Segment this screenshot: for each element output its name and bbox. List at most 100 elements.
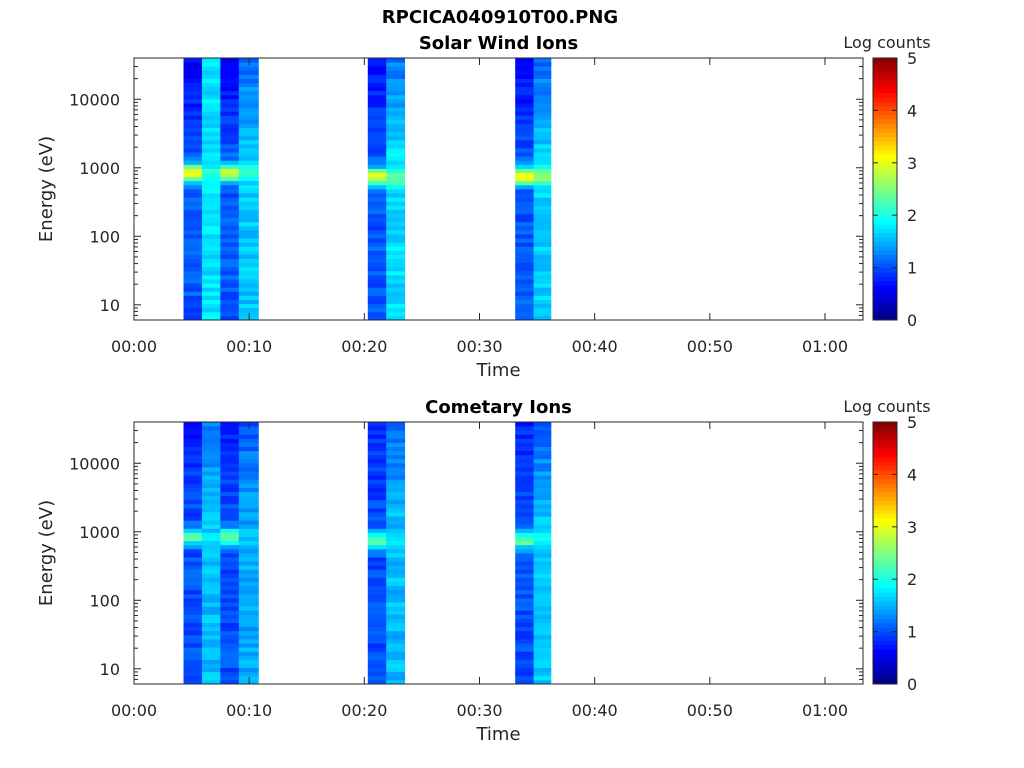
heatmap-cell [201,491,221,497]
heatmap-cell [238,483,259,488]
heatmap-cell [515,287,535,292]
heatmap-cell [201,610,221,615]
heatmap-cell [533,667,552,673]
heatmap-cell [238,103,259,108]
heatmap-cell [238,180,259,186]
heatmap-cell [238,467,259,472]
heatmap-cell [220,152,240,157]
heatmap-cell [238,225,259,231]
heatmap-cell [386,598,406,603]
heatmap-cell [238,577,259,583]
colorbar-segment [873,456,897,462]
heatmap-cell [183,299,203,305]
heatmap-cell [238,238,259,243]
heatmap-cell [533,274,552,280]
heatmap-cell [201,520,221,525]
heatmap-cell [238,164,259,169]
heatmap-cell [515,58,535,63]
heatmap-cell [201,446,221,452]
heatmap-cell [183,201,203,206]
heatmap-cell [238,193,259,198]
heatmap-cell [386,143,406,149]
heatmap-cell [220,168,240,174]
heatmap-cell [515,295,535,300]
heatmap-cell [220,119,240,124]
heatmap-cell [367,66,387,71]
heatmap-cell [533,446,552,452]
heatmap-cell [515,565,535,570]
heatmap-cell [220,446,240,452]
heatmap-cell [386,663,406,669]
heatmap-cell [238,148,259,153]
heatmap-cell [238,532,259,538]
heatmap-cell [533,107,552,112]
heatmap-cell [533,62,552,67]
heatmap-cell [238,242,259,247]
heatmap-cell [201,234,221,239]
colorbar-segment [873,670,897,676]
heatmap-cell [183,467,203,472]
heatmap-cell [183,115,203,120]
heatmap-cell [367,143,387,149]
heatmap-cell [220,242,240,247]
heatmap-cell [515,512,535,517]
x-tick-label: 00:50 [687,701,733,720]
heatmap-cell [201,82,221,88]
heatmap-cell [201,172,221,178]
heatmap-cell [238,86,259,92]
heatmap-cell [515,90,535,96]
heatmap-cell [183,123,203,128]
heatmap-cell [515,283,535,288]
heatmap-cell [367,585,387,591]
heatmap-cell [201,242,221,247]
heatmap-cell [515,176,535,182]
heatmap-cell [201,544,221,550]
heatmap-cell [220,512,240,517]
heatmap-cell [515,221,535,227]
heatmap-cell [201,135,221,141]
heatmap-cell [238,643,259,648]
heatmap-cell [533,143,552,149]
heatmap-cell [238,201,259,206]
heatmap-cell [533,139,552,145]
heatmap-cell [238,254,259,259]
heatmap-cell [367,197,387,202]
heatmap-cell [220,585,240,591]
heatmap-cell [515,467,535,472]
heatmap-cell [515,569,535,574]
heatmap-cell [183,307,203,313]
heatmap-cell [220,143,240,149]
colorbar-tick-label: 0 [907,311,917,330]
heatmap-cell [201,524,221,529]
colorbar-segment [873,237,897,242]
heatmap-cell [201,152,221,157]
heatmap-cell [386,234,406,239]
heatmap-cell [220,270,240,276]
colorbar-segment [873,557,897,563]
heatmap-cell [533,589,552,595]
heatmap-cell [386,168,406,174]
colorbar-segment [873,531,897,537]
heatmap-cell [201,209,221,214]
heatmap-cell [183,581,203,587]
heatmap-cell [183,176,203,182]
heatmap-cell [367,74,387,79]
colorbar-segment [873,657,897,663]
heatmap-cell [238,512,259,517]
heatmap-cell [220,561,240,566]
x-tick-label: 00:10 [226,701,272,720]
heatmap-cell [183,675,203,681]
heatmap-cell [220,283,240,288]
heatmap-cell [201,487,221,492]
heatmap-cell [220,221,240,227]
heatmap-cell [201,127,221,133]
colorbar-segment [873,254,897,260]
heatmap-cell [201,495,221,501]
heatmap-cell [201,213,221,219]
heatmap-cell [183,254,203,259]
heatmap-cell [533,262,552,268]
heatmap-cell [201,115,221,120]
heatmap-cell [367,238,387,243]
heatmap-cell [367,135,387,141]
heatmap-cell [238,450,259,456]
